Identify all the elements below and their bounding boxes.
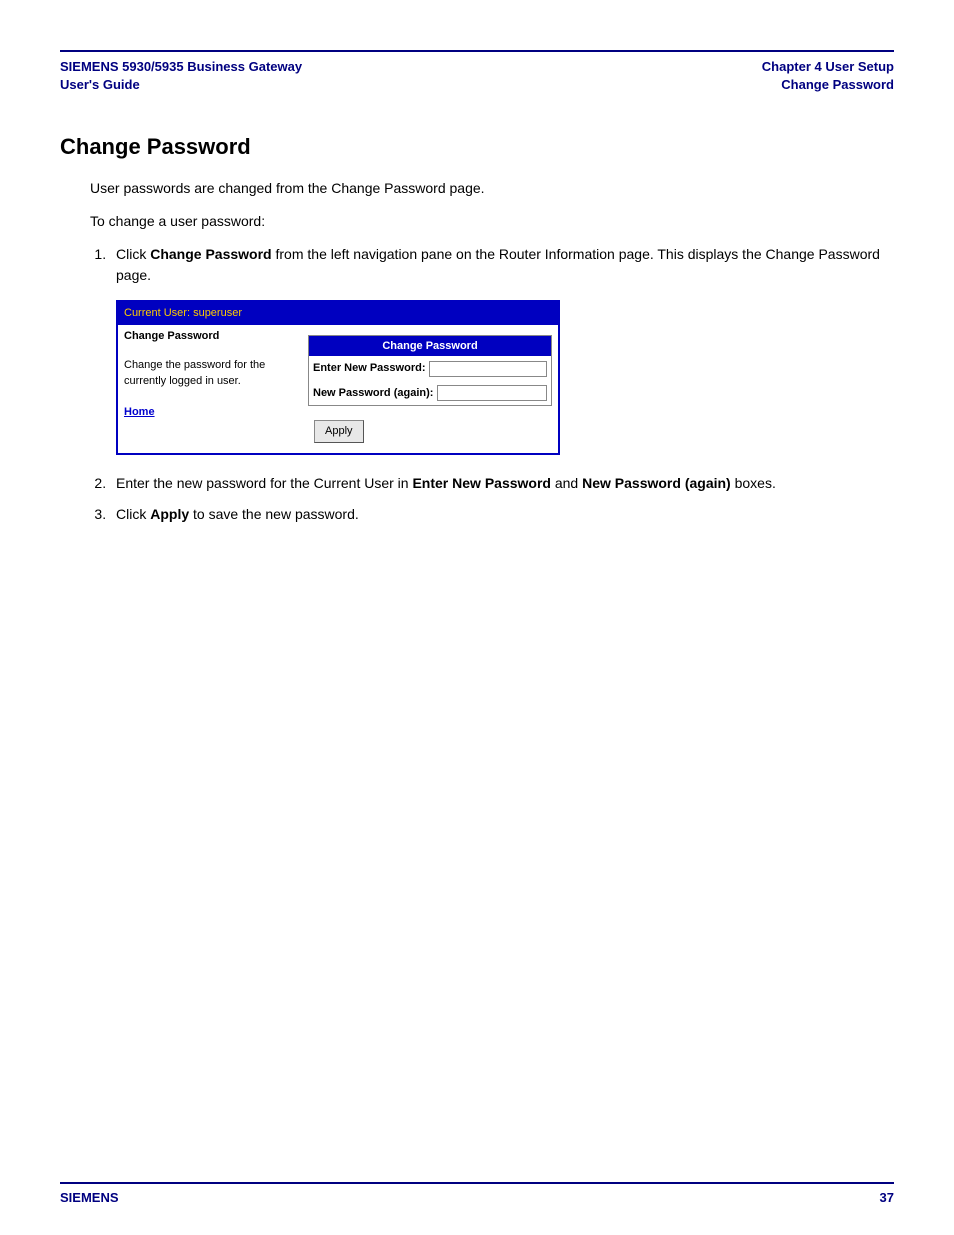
step2-text-a: Enter the new password for the Current U… xyxy=(116,475,412,491)
step-1: Click Change Password from the left navi… xyxy=(110,244,894,455)
screenshot-panel-header: Change Password xyxy=(309,336,551,357)
step-2: Enter the new password for the Current U… xyxy=(110,473,894,494)
header-left-line2: User's Guide xyxy=(60,76,302,94)
step3-text-a: Click xyxy=(116,506,150,522)
intro-paragraph-2: To change a user password: xyxy=(90,211,894,232)
screenshot-panel: Change Password Enter New Password: New … xyxy=(308,335,552,407)
new-password-again-label: New Password (again): xyxy=(313,385,433,402)
step3-text-c: to save the new password. xyxy=(189,506,359,522)
screenshot-left-pane: Change Password Change the password for … xyxy=(118,325,308,453)
footer-page-number: 37 xyxy=(880,1190,894,1205)
header-right-line2: Change Password xyxy=(762,76,894,94)
enter-new-password-label: Enter New Password: xyxy=(313,360,425,377)
intro-paragraph-1: User passwords are changed from the Chan… xyxy=(90,178,894,199)
step2-text-c: and xyxy=(551,475,582,491)
step1-text-b: Change Password xyxy=(150,246,271,262)
change-password-screenshot: Current User: superuser Change Password … xyxy=(116,300,560,455)
step-3: Click Apply to save the new password. xyxy=(110,504,894,525)
footer-rule xyxy=(60,1182,894,1184)
footer-left: SIEMENS xyxy=(60,1190,119,1205)
enter-new-password-input[interactable] xyxy=(429,361,547,377)
screenshot-right-pane: Change Password Enter New Password: New … xyxy=(308,325,558,453)
screenshot-left-desc: Change the password for the currently lo… xyxy=(124,358,302,389)
header-right-line1: Chapter 4 User Setup xyxy=(762,58,894,76)
header-left-line1: SIEMENS 5930/5935 Business Gateway xyxy=(60,58,302,76)
step2-text-e: boxes. xyxy=(731,475,776,491)
header-rule xyxy=(60,50,894,52)
screenshot-left-title: Change Password xyxy=(124,329,302,344)
page-title: Change Password xyxy=(60,134,894,160)
new-password-again-input[interactable] xyxy=(437,385,547,401)
apply-button[interactable]: Apply xyxy=(314,420,364,443)
step2-text-d: New Password (again) xyxy=(582,475,731,491)
screenshot-home-link[interactable]: Home xyxy=(124,405,302,420)
page-footer: SIEMENS 37 xyxy=(60,1190,894,1205)
step1-text-a: Click xyxy=(116,246,150,262)
step2-text-b: Enter New Password xyxy=(412,475,551,491)
step3-text-b: Apply xyxy=(150,506,189,522)
page-header: SIEMENS 5930/5935 Business Gateway User'… xyxy=(60,58,894,94)
screenshot-topbar: Current User: superuser xyxy=(118,302,558,325)
